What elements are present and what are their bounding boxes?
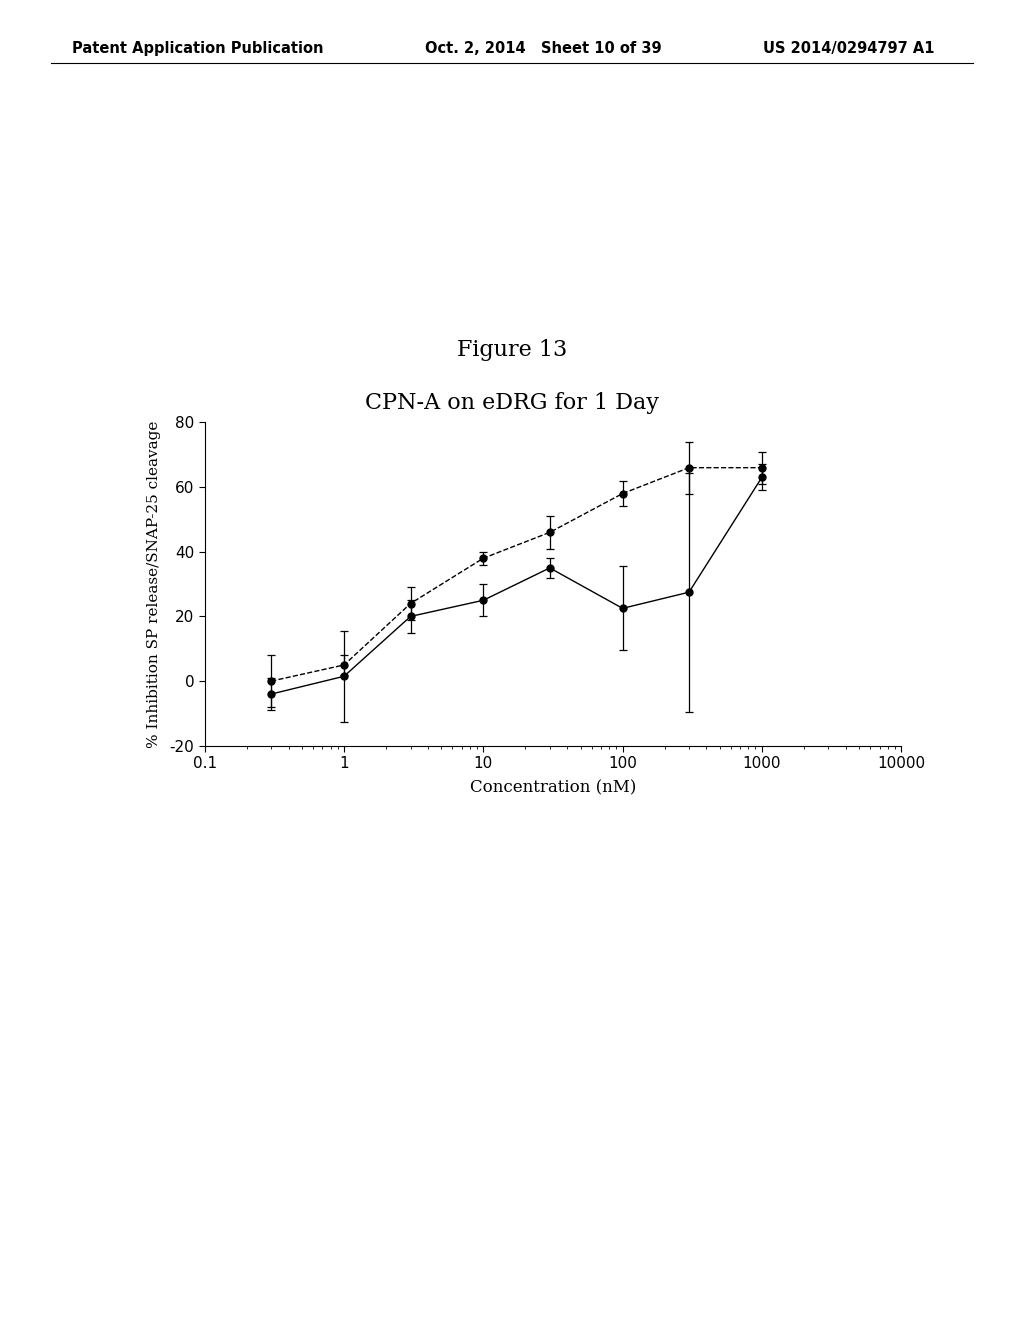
Text: Patent Application Publication: Patent Application Publication bbox=[72, 41, 324, 57]
X-axis label: Concentration (nM): Concentration (nM) bbox=[470, 780, 636, 796]
Text: Figure 13: Figure 13 bbox=[457, 339, 567, 360]
Text: Oct. 2, 2014   Sheet 10 of 39: Oct. 2, 2014 Sheet 10 of 39 bbox=[425, 41, 662, 57]
Y-axis label: % Inhibition SP release/SNAP-25 cleavage: % Inhibition SP release/SNAP-25 cleavage bbox=[147, 420, 162, 748]
Text: CPN-A on eDRG for 1 Day: CPN-A on eDRG for 1 Day bbox=[365, 392, 659, 413]
Text: US 2014/0294797 A1: US 2014/0294797 A1 bbox=[763, 41, 934, 57]
